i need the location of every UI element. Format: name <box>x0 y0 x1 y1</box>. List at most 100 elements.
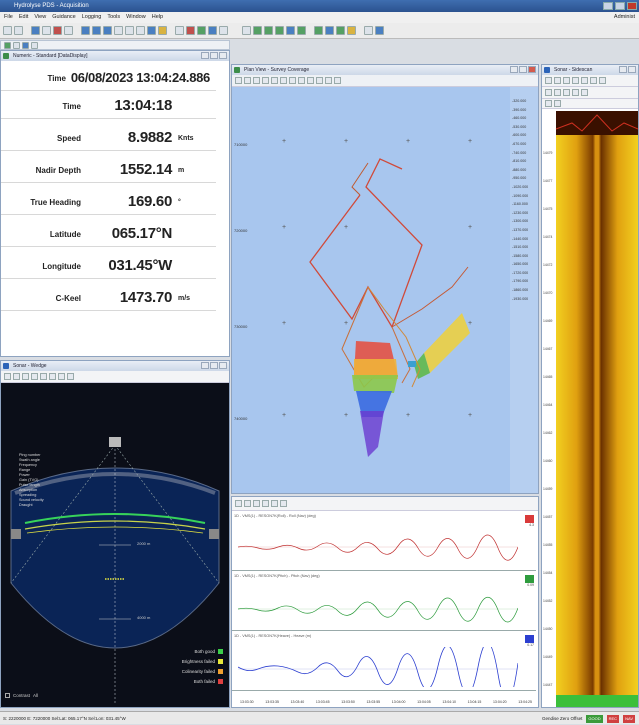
tab-icon[interactable] <box>22 41 29 49</box>
save-icon[interactable] <box>14 26 23 35</box>
select-icon[interactable] <box>271 77 278 84</box>
settings-icon[interactable] <box>599 77 606 84</box>
tab-icon[interactable] <box>31 41 38 49</box>
zoom-out-icon[interactable] <box>244 77 251 84</box>
target-icon[interactable] <box>197 26 206 35</box>
compass-icon[interactable] <box>208 26 217 35</box>
grid-icon[interactable] <box>64 26 73 35</box>
contrast-control[interactable]: Contrast All <box>5 693 38 698</box>
sensor-icon[interactable] <box>347 26 356 35</box>
zoom-out-icon[interactable] <box>13 373 20 380</box>
status-badge[interactable]: REC <box>606 714 620 723</box>
menu-logging[interactable]: Logging <box>81 14 102 20</box>
info-icon[interactable] <box>375 26 384 35</box>
marker-icon[interactable] <box>186 26 195 35</box>
menu-edit[interactable]: Edit <box>18 14 29 20</box>
measure-icon[interactable] <box>581 77 588 84</box>
panel-menu-button[interactable] <box>201 362 209 369</box>
export-icon[interactable] <box>581 89 588 96</box>
export-icon[interactable] <box>280 500 287 507</box>
layer-icon[interactable] <box>253 26 262 35</box>
menu-file[interactable]: File <box>4 14 13 20</box>
window-icon[interactable] <box>114 26 123 35</box>
route-icon[interactable] <box>289 77 296 84</box>
tab-icon[interactable] <box>13 41 20 49</box>
coverage-map[interactable] <box>232 87 538 493</box>
pointer-icon[interactable] <box>572 77 579 84</box>
window-icon[interactable] <box>103 26 112 35</box>
pan-icon[interactable] <box>563 77 570 84</box>
zoom-in-icon[interactable] <box>235 77 242 84</box>
layer-icon[interactable] <box>242 26 251 35</box>
record-icon[interactable] <box>31 26 40 35</box>
close-button[interactable] <box>627 2 637 10</box>
play-icon[interactable] <box>235 500 242 507</box>
refresh-icon[interactable] <box>262 77 269 84</box>
window-icon[interactable] <box>125 26 134 35</box>
menu-tools[interactable]: Tools <box>107 14 121 20</box>
palette-icon[interactable] <box>325 77 332 84</box>
settings-icon[interactable] <box>334 77 341 84</box>
panel-menu-button[interactable] <box>619 66 627 73</box>
zoom-in-icon[interactable] <box>4 373 11 380</box>
measure-icon[interactable] <box>40 373 47 380</box>
sensor-icon[interactable] <box>314 26 323 35</box>
timeseries-strip-heave[interactable]: 1D - VMS(1) - RESON7K(Heave) - Heave (m)… <box>232 633 536 691</box>
pause-icon[interactable] <box>244 500 251 507</box>
layers-icon[interactable] <box>307 77 314 84</box>
panel-float-button[interactable] <box>210 362 218 369</box>
waypoint-icon[interactable] <box>298 77 305 84</box>
settings-icon[interactable] <box>67 373 74 380</box>
panel-menu-button[interactable] <box>201 52 209 59</box>
grid-icon[interactable] <box>316 77 323 84</box>
gain-icon[interactable] <box>554 89 561 96</box>
menu-help[interactable]: Help <box>151 14 164 20</box>
layer-icon[interactable] <box>275 26 284 35</box>
measure-icon[interactable] <box>280 77 287 84</box>
window-icon[interactable] <box>81 26 90 35</box>
zoom-out-icon[interactable] <box>554 77 561 84</box>
menu-view[interactable]: View <box>34 14 47 20</box>
contrast-icon[interactable] <box>572 89 579 96</box>
window-icon[interactable] <box>136 26 145 35</box>
ruler-icon[interactable] <box>58 373 65 380</box>
timeseries-strip-roll[interactable]: 1D - VMS(1) - RESON7K(Roll) - Roll (Nav)… <box>232 513 536 571</box>
panel-menu-button[interactable] <box>510 66 518 73</box>
maximize-button[interactable] <box>615 2 625 10</box>
contrast-checkbox[interactable] <box>5 693 10 698</box>
timeseries-strip-pitch[interactable]: 1D - VMS(1) - RESON7K(Pitch) - Pitch (Na… <box>232 573 536 631</box>
menu-window[interactable]: Window <box>126 14 146 20</box>
status-badge[interactable]: GOOD <box>586 714 603 723</box>
wedge-view[interactable] <box>1 383 229 707</box>
help-icon[interactable] <box>364 26 373 35</box>
history-icon[interactable] <box>262 500 269 507</box>
pencil-icon[interactable] <box>545 100 552 107</box>
layer-icon[interactable] <box>286 26 295 35</box>
ruler-icon[interactable] <box>590 77 597 84</box>
zoom-in-icon[interactable] <box>545 77 552 84</box>
zoom-extent-icon[interactable] <box>253 77 260 84</box>
tab-icon[interactable] <box>4 41 11 49</box>
status-badge[interactable]: NAV <box>623 714 635 723</box>
pan-icon[interactable] <box>22 373 29 380</box>
panel-close-button[interactable] <box>219 52 227 59</box>
sensor-icon[interactable] <box>325 26 334 35</box>
pointer-icon[interactable] <box>31 373 38 380</box>
panel-close-button[interactable] <box>219 362 227 369</box>
panel-close-button[interactable] <box>528 66 536 73</box>
layer-icon[interactable] <box>297 26 306 35</box>
marker-icon[interactable] <box>554 100 561 107</box>
warning-icon[interactable] <box>158 26 167 35</box>
pencil-icon[interactable] <box>49 373 56 380</box>
pencil-icon[interactable] <box>175 26 184 35</box>
settings-icon[interactable] <box>271 500 278 507</box>
sensor-icon[interactable] <box>336 26 345 35</box>
layers-icon[interactable] <box>42 26 51 35</box>
grid-icon[interactable] <box>563 89 570 96</box>
tools-icon[interactable] <box>219 26 228 35</box>
panel-float-button[interactable] <box>628 66 636 73</box>
zoom-icon[interactable] <box>253 500 260 507</box>
window-icon[interactable] <box>147 26 156 35</box>
layer-icon[interactable] <box>264 26 273 35</box>
sidescan-waterfall[interactable] <box>542 111 638 707</box>
